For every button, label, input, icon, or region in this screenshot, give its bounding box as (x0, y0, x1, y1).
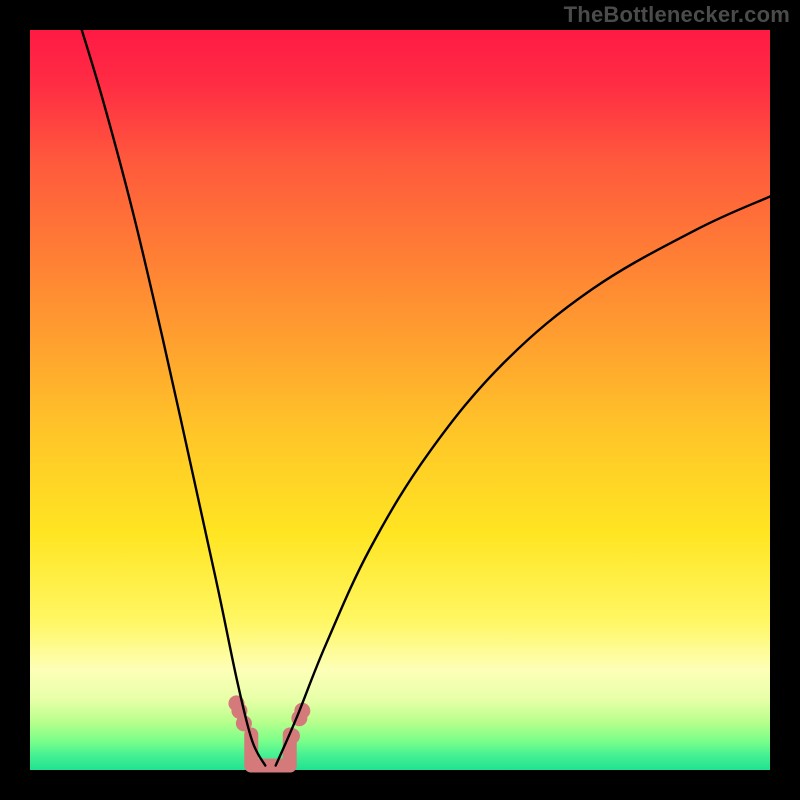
plot-background (30, 30, 770, 770)
watermark-text: TheBottlenecker.com (564, 2, 790, 28)
chart-frame: TheBottlenecker.com (0, 0, 800, 800)
bottleneck-chart (0, 0, 800, 800)
